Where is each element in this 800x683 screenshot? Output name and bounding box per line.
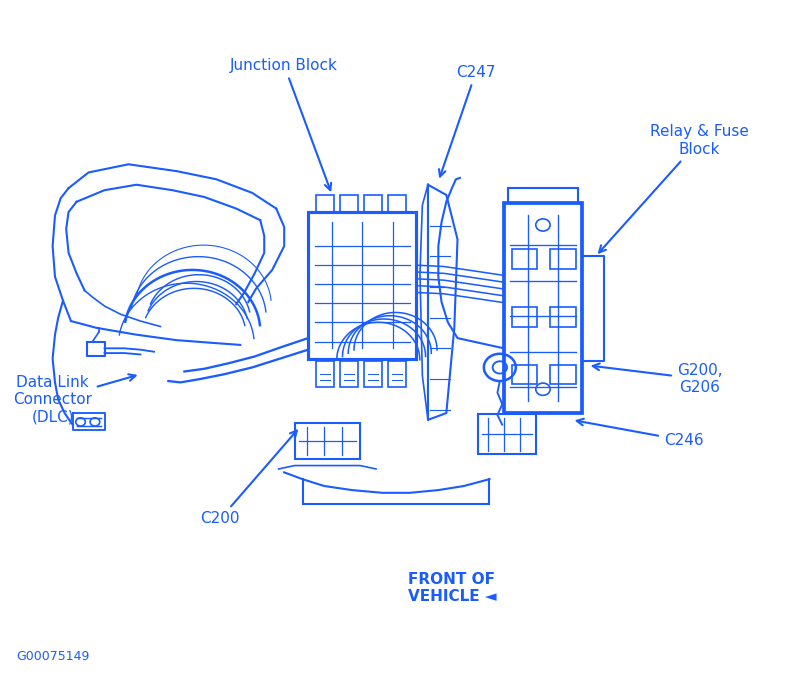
Bar bbox=[388, 361, 406, 387]
Bar bbox=[512, 307, 538, 326]
Bar bbox=[550, 365, 576, 385]
Text: C246: C246 bbox=[577, 419, 703, 448]
Bar bbox=[512, 365, 538, 385]
Bar bbox=[550, 307, 576, 326]
Bar bbox=[294, 423, 360, 459]
Bar bbox=[512, 249, 538, 268]
Bar bbox=[504, 203, 582, 413]
Text: Data Link
Connector
(DLC): Data Link Connector (DLC) bbox=[13, 374, 135, 424]
Bar bbox=[550, 249, 576, 268]
Bar bbox=[316, 195, 334, 212]
Text: Relay & Fuse
Block: Relay & Fuse Block bbox=[599, 124, 749, 253]
Text: G200,
G206: G200, G206 bbox=[593, 363, 722, 395]
Bar bbox=[340, 195, 358, 212]
Bar bbox=[364, 361, 382, 387]
Text: C247: C247 bbox=[439, 65, 496, 176]
Bar bbox=[364, 195, 382, 212]
Text: C200: C200 bbox=[201, 430, 297, 526]
Bar bbox=[316, 361, 334, 387]
Text: Junction Block: Junction Block bbox=[230, 58, 338, 190]
Bar bbox=[308, 212, 416, 359]
Bar bbox=[340, 361, 358, 387]
Text: G00075149: G00075149 bbox=[16, 650, 90, 663]
Bar bbox=[388, 195, 406, 212]
Text: FRONT OF
VEHICLE ◄: FRONT OF VEHICLE ◄ bbox=[407, 572, 496, 604]
Bar bbox=[508, 188, 578, 203]
Bar bbox=[478, 415, 536, 454]
